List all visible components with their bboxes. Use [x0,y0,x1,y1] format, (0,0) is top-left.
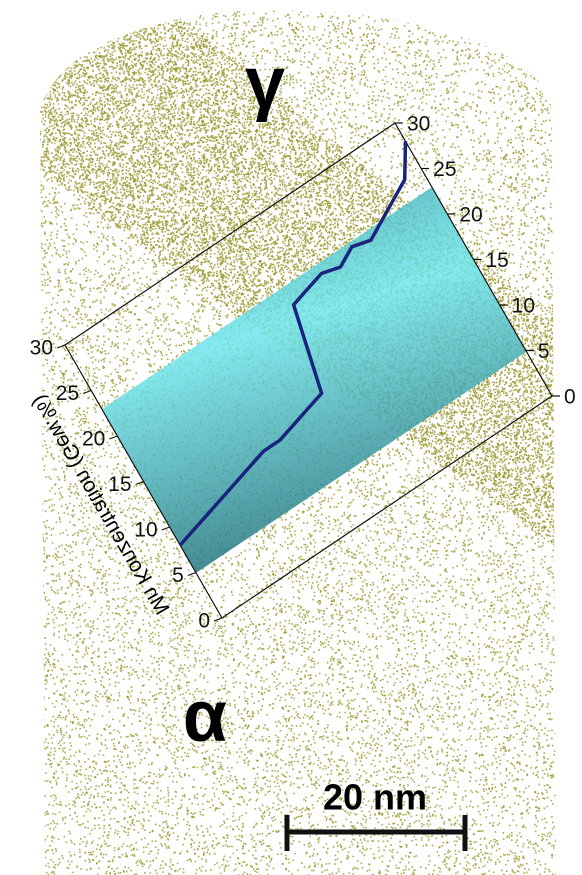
phase-gamma: γ [245,43,285,123]
analysis-cylinder [102,187,526,573]
frame-line [221,395,553,619]
y-tick [213,617,223,622]
y2-tick-label: 20 [459,204,482,227]
y-tick-label: 5 [172,564,184,587]
scale-label: 20 nm [323,777,427,818]
y2-tick-label: 10 [512,295,535,318]
y-tick [161,526,170,531]
profile-line [178,141,408,547]
y2-tick-label: 15 [486,249,509,272]
y-tick [135,480,144,486]
y-tick-label: 30 [30,337,53,360]
y-tick [56,344,66,349]
y-tick-label: 10 [134,519,157,542]
y-tick-label: 20 [82,428,105,451]
scale-bar: 20 nm [284,777,468,851]
y-tick [109,435,118,440]
y2-tick-label: 5 [538,340,550,363]
y-tick-label: 25 [56,382,79,405]
y-tick-label: 0 [198,610,210,633]
y-tick [82,389,92,395]
y2-tick-label: 0 [564,386,576,409]
y2-tick-label: 30 [407,113,430,136]
phase-alpha: α [183,677,227,757]
y2-tick-label: 25 [433,158,456,181]
y-tick [187,571,197,577]
y-tick-label: 15 [108,473,131,496]
frame-line [64,122,396,346]
